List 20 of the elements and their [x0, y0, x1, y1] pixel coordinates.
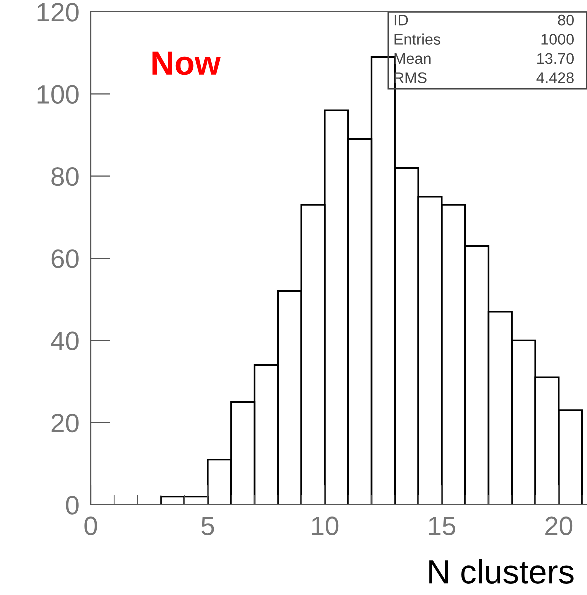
annotation: ID	[394, 15, 408, 26]
y-tick-label: 80	[52, 167, 79, 186]
y-tick-label: 120	[38, 3, 79, 22]
y-tick-label: 60	[52, 250, 79, 268]
x-tick-label: 20	[546, 516, 573, 536]
annotation: 4.428	[536, 72, 574, 84]
annotation: Now	[152, 52, 221, 76]
x-tick-label: 0	[84, 516, 98, 536]
y-tick-label: 100	[38, 85, 79, 104]
annotation: 1000	[542, 34, 574, 45]
y-tick-label: 40	[51, 332, 79, 350]
annotation: 13.70	[538, 53, 574, 64]
y-tick-label: 0	[66, 496, 79, 515]
annotation: 80	[558, 14, 574, 26]
annotation: Entries	[394, 34, 441, 45]
x-tick-label: 15	[429, 517, 456, 536]
x-tick-label: 5	[202, 517, 214, 536]
x-axis-title: N clusters	[430, 559, 574, 584]
x-tick-label: 10	[312, 516, 339, 536]
y-tick-label: 20	[52, 414, 79, 433]
